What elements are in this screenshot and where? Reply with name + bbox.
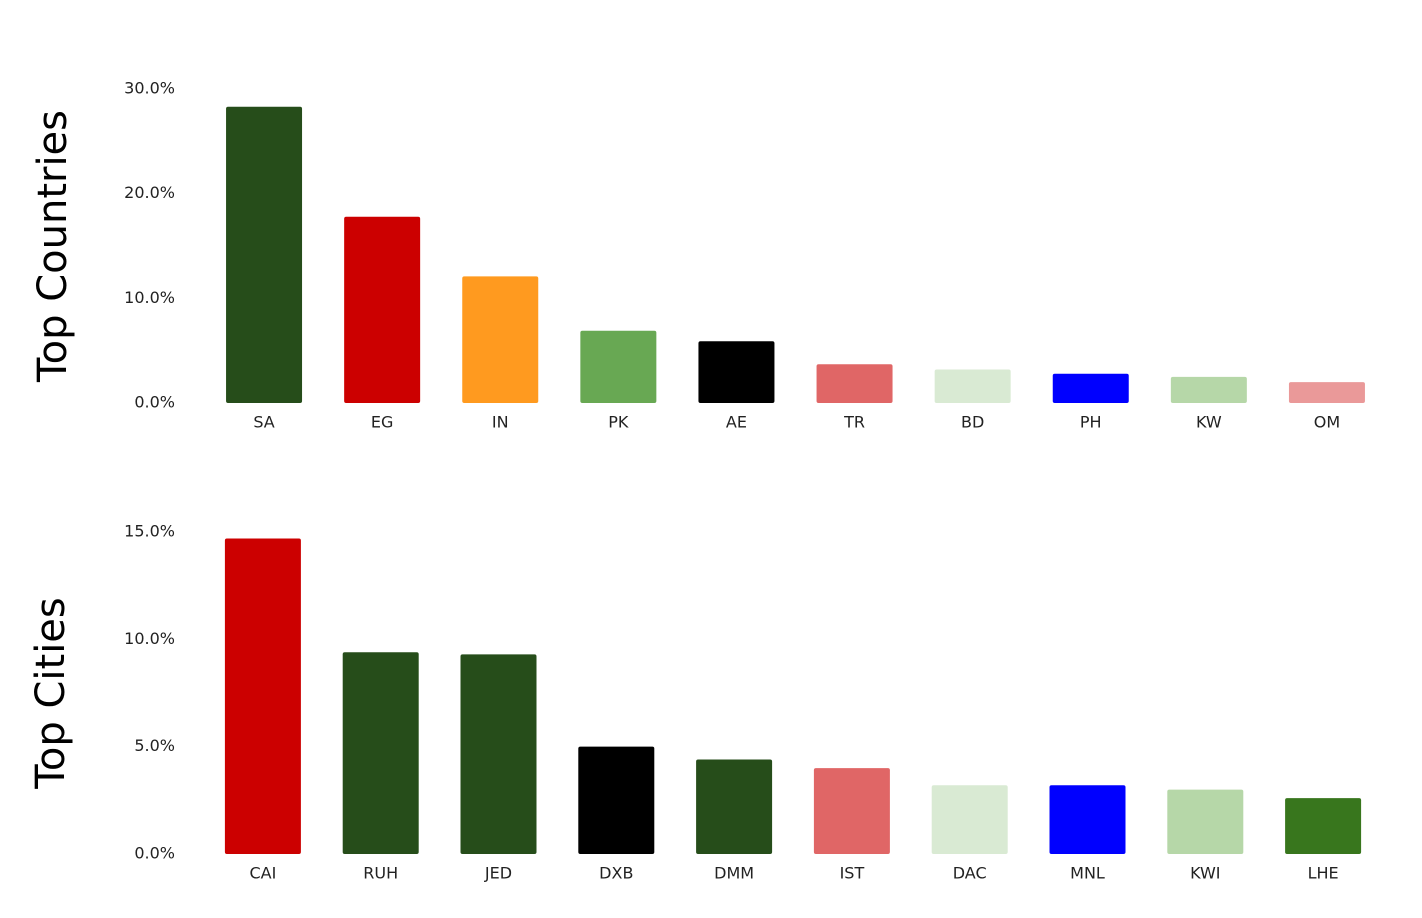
bar	[580, 330, 657, 403]
x-tick-label: KWI	[1190, 864, 1220, 883]
bar	[460, 654, 537, 854]
bar	[578, 746, 655, 854]
bar	[1285, 798, 1362, 854]
y-axis-title: Top Cities	[28, 597, 74, 790]
y-tick-label: 10.0%	[124, 288, 175, 307]
x-tick-label: PK	[608, 413, 629, 432]
bar	[816, 364, 893, 403]
bar	[344, 216, 421, 403]
x-tick-label: BD	[961, 413, 984, 432]
bar	[931, 785, 1008, 854]
y-tick-label: 10.0%	[124, 629, 175, 648]
y-tick-label: 5.0%	[134, 736, 175, 755]
y-tick-label: 15.0%	[124, 522, 175, 541]
x-tick-label: DAC	[953, 864, 987, 883]
x-tick-label: SA	[253, 413, 274, 432]
y-tick-label: 20.0%	[124, 183, 175, 202]
x-tick-label: LHE	[1308, 864, 1339, 883]
bar	[813, 768, 890, 854]
x-tick-label: TR	[843, 413, 865, 432]
bar	[1288, 382, 1365, 403]
y-tick-label: 0.0%	[134, 393, 175, 412]
x-tick-label: EG	[371, 413, 394, 432]
bar	[1167, 789, 1244, 854]
x-tick-label: CAI	[249, 864, 276, 883]
x-tick-label: OM	[1314, 413, 1340, 432]
x-tick-label: IST	[840, 864, 865, 883]
bar	[698, 341, 775, 403]
x-tick-label: AE	[726, 413, 747, 432]
x-tick-label: IN	[492, 413, 509, 432]
x-tick-label: JED	[484, 864, 512, 883]
bar	[224, 538, 301, 854]
bar	[696, 759, 773, 854]
x-tick-label: DXB	[599, 864, 633, 883]
bar	[1049, 785, 1126, 854]
y-tick-label: 0.0%	[134, 844, 175, 863]
bar	[934, 369, 1011, 403]
bar	[342, 652, 419, 854]
x-tick-label: DMM	[714, 864, 754, 883]
x-tick-label: RUH	[363, 864, 398, 883]
bar	[462, 276, 539, 403]
y-axis-title: Top Countries	[30, 110, 76, 383]
x-tick-label: MNL	[1070, 864, 1105, 883]
bar	[226, 106, 303, 403]
x-tick-label: PH	[1080, 413, 1102, 432]
bar	[1170, 376, 1247, 403]
bar	[1052, 373, 1129, 403]
y-tick-label: 30.0%	[124, 79, 175, 98]
x-tick-label: KW	[1196, 413, 1222, 432]
